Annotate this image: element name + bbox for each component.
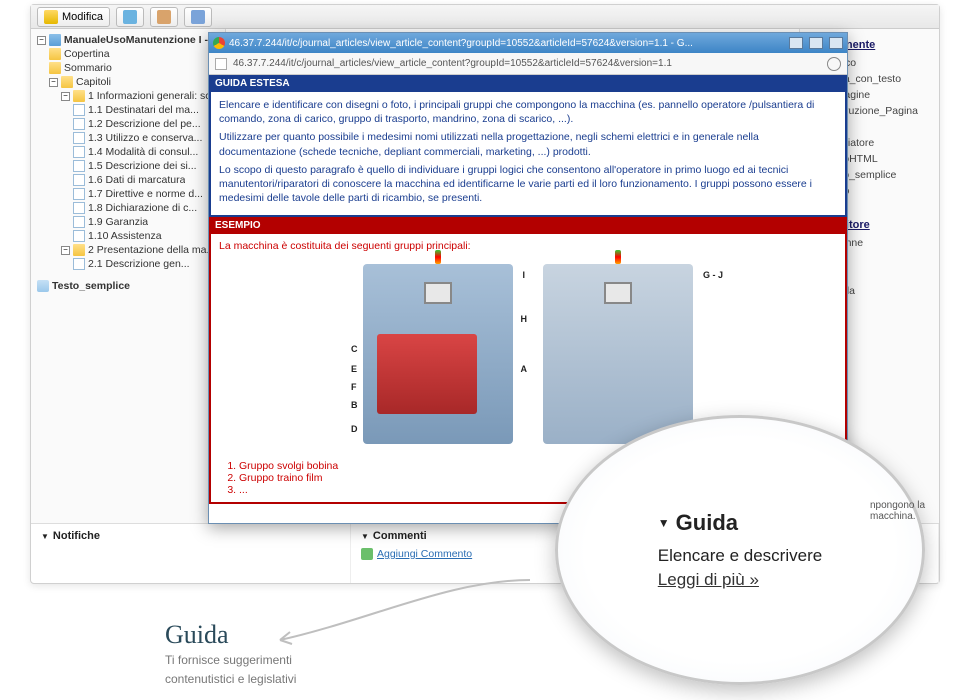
collapse-icon[interactable]: − <box>61 246 70 255</box>
callout-e: E <box>351 364 357 374</box>
callout-h: H <box>521 314 528 324</box>
machine-right: G - J <box>543 264 693 444</box>
main-toolbar: Modifica <box>31 5 939 29</box>
guida-estesa-bar: GUIDA ESTESA <box>209 75 847 92</box>
guida-sub2: contenutistici e legislativi <box>165 671 296 688</box>
page-icon <box>73 104 85 116</box>
add-comment-link[interactable]: Aggiungi Commento <box>377 548 472 560</box>
tree-cap1[interactable]: −1 Informazioni generali: sc... <box>33 89 223 103</box>
collapse-icon[interactable]: − <box>37 36 46 45</box>
tree-page-item[interactable]: 1.4 Modalità di consul... <box>33 145 223 159</box>
panel-notifiche[interactable]: Notifiche <box>31 524 351 583</box>
magnifier-overlay: Guida Elencare e descrivere Leggi di più… <box>555 415 925 685</box>
page-icon <box>73 258 85 270</box>
callout-gj: G - J <box>703 270 723 280</box>
guida-p2: Utilizzare per quanto possibile i medesi… <box>219 130 837 158</box>
close-button[interactable] <box>829 37 843 49</box>
plus-icon <box>361 548 373 560</box>
tree-testo-semplice[interactable]: Testo_semplice <box>33 279 223 293</box>
tree-page-item[interactable]: 1.2 Descrizione del pe... <box>33 117 223 131</box>
tree-cap2-1[interactable]: 2.1 Descrizione gen... <box>33 257 223 271</box>
hmi-screen <box>604 282 632 304</box>
minimize-button[interactable] <box>789 37 803 49</box>
url-bar: 46.37.7.244/it/c/journal_articles/view_a… <box>209 53 847 75</box>
machine-panel <box>377 334 477 414</box>
page-icon <box>73 132 85 144</box>
guida-sub1: Ti fornisce suggerimenti <box>165 652 296 669</box>
page-icon <box>215 58 227 70</box>
folder-icon <box>73 244 85 256</box>
guida-estesa-text: Elencare e identificare con disegni o fo… <box>209 92 847 217</box>
callout-a: A <box>521 364 528 374</box>
popup-title: 46.37.7.244/it/c/journal_articles/view_a… <box>229 38 783 49</box>
tree-copertina[interactable]: Copertina <box>33 47 223 61</box>
tree-capitoli[interactable]: −Capitoli <box>33 75 223 89</box>
tree-sommario[interactable]: Sommario <box>33 61 223 75</box>
chrome-icon <box>213 37 225 49</box>
folder-icon <box>61 76 73 88</box>
book-icon <box>49 34 61 46</box>
page-icon <box>73 202 85 214</box>
tree-page-item[interactable]: 1.9 Garanzia <box>33 215 223 229</box>
maximize-button[interactable] <box>809 37 823 49</box>
folder-icon <box>73 90 85 102</box>
folder-icon <box>49 62 61 74</box>
paste-button[interactable] <box>150 7 178 27</box>
callout-d: D <box>351 424 358 434</box>
edit-icon <box>44 10 58 24</box>
folder-icon <box>49 48 61 60</box>
document-tree: −ManualeUsoManutenzione I - XX Copertina… <box>31 29 226 523</box>
guida-annotation: Guida Ti fornisce suggerimenti contenuti… <box>165 620 296 688</box>
collapse-icon[interactable]: − <box>49 78 58 87</box>
tree-cap2[interactable]: −2 Presentazione della ma... <box>33 243 223 257</box>
tree-page-item[interactable]: 1.1 Destinatari del ma... <box>33 103 223 117</box>
page-icon <box>73 230 85 242</box>
page-icon <box>73 146 85 158</box>
notifiche-header: Notifiche <box>41 530 340 542</box>
page-icon <box>73 118 85 130</box>
guida-title: Guida <box>165 620 296 650</box>
popup-titlebar[interactable]: 46.37.7.244/it/c/journal_articles/view_a… <box>209 33 847 53</box>
save-icon <box>191 10 205 24</box>
component-icon <box>37 280 49 292</box>
mag-read-more-link[interactable]: Leggi di più » <box>658 570 759 589</box>
tree-page-item[interactable]: 1.3 Utilizzo e conserva... <box>33 131 223 145</box>
esempio-bar: ESEMPIO <box>209 217 847 234</box>
tree-page-item[interactable]: 1.5 Descrizione dei si... <box>33 159 223 173</box>
save-button[interactable] <box>184 7 212 27</box>
tree-page-item[interactable]: 1.10 Assistenza <box>33 229 223 243</box>
tree-root[interactable]: −ManualeUsoManutenzione I - XX <box>33 33 223 47</box>
page-icon <box>73 160 85 172</box>
mag-side-text: npongono la macchina. <box>870 500 970 522</box>
mag-description: Elencare e descrivere <box>658 546 822 566</box>
page-icon <box>73 174 85 186</box>
machine-left: C E F B D I H A <box>363 264 513 444</box>
hmi-screen <box>424 282 452 304</box>
edit-label: Modifica <box>62 11 103 23</box>
tree-page-item[interactable]: 1.7 Direttive e norme d... <box>33 187 223 201</box>
mag-guida-heading: Guida <box>658 510 822 536</box>
tree-page-item[interactable]: 1.6 Dati di marcatura <box>33 173 223 187</box>
zoom-icon[interactable] <box>827 57 841 71</box>
callout-i: I <box>522 270 525 280</box>
callout-b: B <box>351 400 358 410</box>
edit-button[interactable]: Modifica <box>37 7 110 27</box>
guida-p1: Elencare e identificare con disegni o fo… <box>219 98 837 126</box>
tree-page-item[interactable]: 1.8 Dichiarazione di c... <box>33 201 223 215</box>
signal-light-icon <box>435 250 441 264</box>
guida-p3: Lo scopo di questo paragrafo è quello di… <box>219 163 837 206</box>
paste-icon <box>157 10 171 24</box>
esempio-title: La macchina è costituita dei seguenti gr… <box>219 240 837 252</box>
copy-icon <box>123 10 137 24</box>
callout-f: F <box>351 382 357 392</box>
copy-button[interactable] <box>116 7 144 27</box>
collapse-icon[interactable]: − <box>61 92 70 101</box>
signal-light-icon <box>615 250 621 264</box>
url-text: 46.37.7.244/it/c/journal_articles/view_a… <box>233 58 821 69</box>
callout-c: C <box>351 344 358 354</box>
page-icon <box>73 188 85 200</box>
page-icon <box>73 216 85 228</box>
